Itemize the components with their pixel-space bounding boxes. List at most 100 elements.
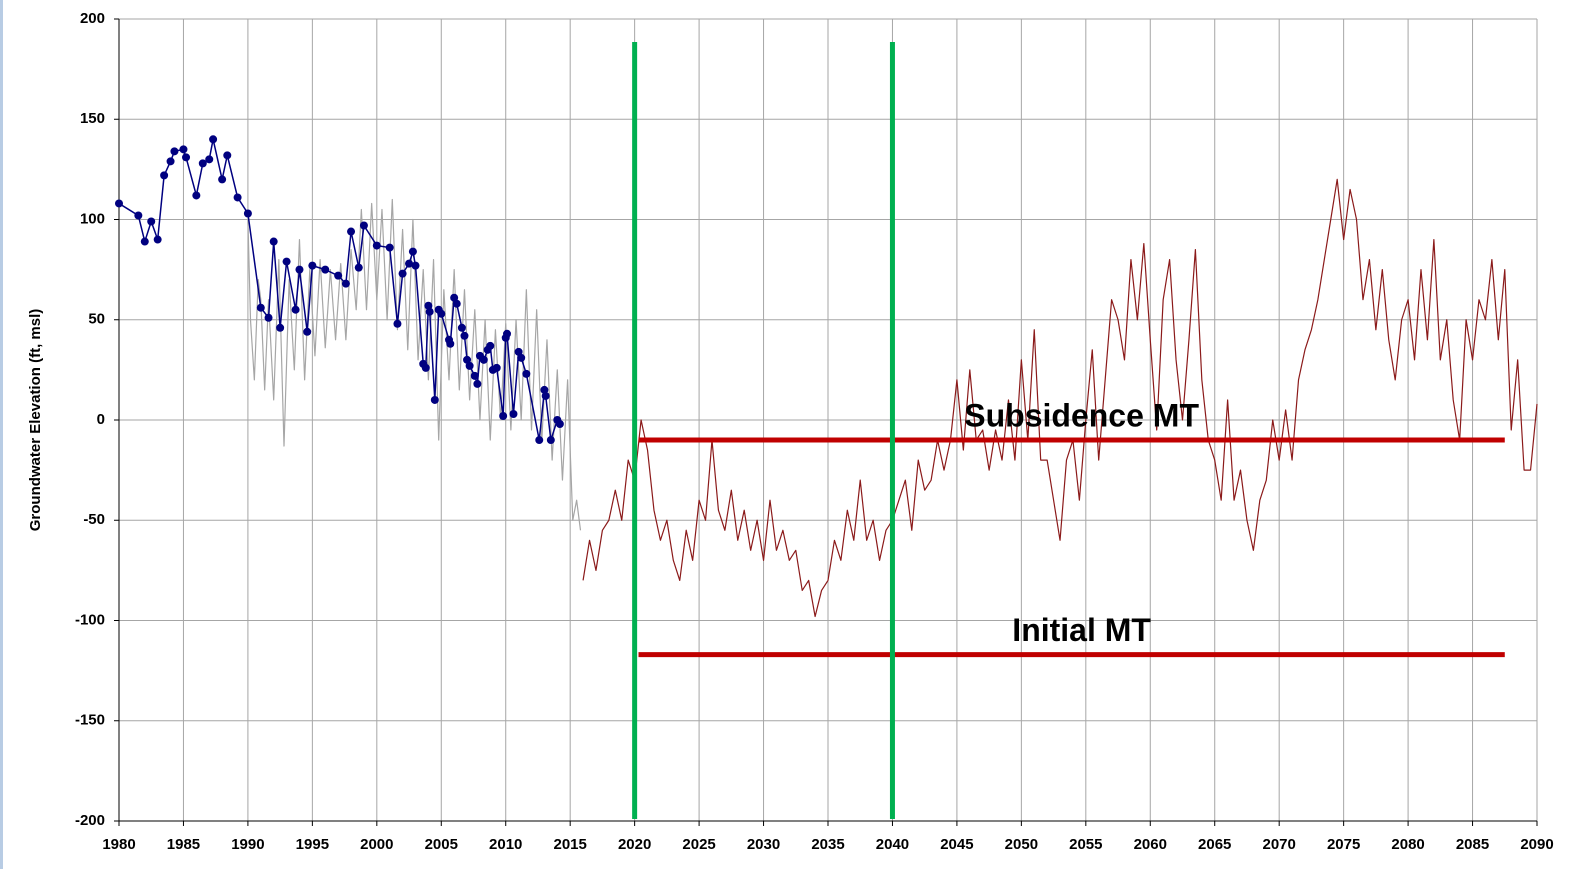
- y-tick-label: 150: [80, 110, 105, 127]
- data-point: [303, 327, 312, 336]
- data-point: [153, 235, 162, 244]
- data-point: [503, 329, 512, 338]
- data-point: [555, 420, 564, 429]
- x-tick-label: 2060: [1134, 836, 1167, 853]
- left-edge: [0, 0, 3, 869]
- data-point: [522, 369, 531, 378]
- data-point: [437, 309, 446, 318]
- data-point: [408, 247, 417, 256]
- y-tick-label: -100: [75, 611, 105, 628]
- x-tick-label: 2075: [1327, 836, 1360, 853]
- data-point: [354, 263, 363, 272]
- data-point: [115, 199, 123, 208]
- data-point: [492, 363, 501, 372]
- data-point: [393, 319, 402, 328]
- x-tick-label: 2055: [1069, 836, 1102, 853]
- data-point: [182, 153, 191, 162]
- data-point: [243, 209, 252, 218]
- y-tick-label: 50: [88, 311, 105, 328]
- annotation: Subsidence MT: [964, 398, 1199, 434]
- data-point: [134, 211, 143, 220]
- x-tick-label: 2050: [1005, 836, 1038, 853]
- data-point: [465, 361, 474, 370]
- x-tick-label: 2085: [1456, 836, 1489, 853]
- data-point: [424, 301, 433, 310]
- data-point: [470, 371, 479, 380]
- data-point: [334, 271, 343, 280]
- x-tick-label: 2035: [811, 836, 844, 853]
- x-tick-label: 1980: [102, 836, 135, 853]
- x-tick-label: 1995: [296, 836, 329, 853]
- data-point: [450, 293, 459, 302]
- data-point: [460, 331, 469, 340]
- data-point: [347, 227, 356, 236]
- data-point: [517, 353, 526, 362]
- data-point: [446, 339, 455, 348]
- data-point: [192, 191, 201, 200]
- data-point: [256, 303, 265, 312]
- data-point: [509, 409, 518, 418]
- data-point: [140, 237, 149, 246]
- data-point: [282, 257, 291, 266]
- data-point: [160, 171, 169, 180]
- data-point: [308, 261, 317, 270]
- data-point: [430, 395, 439, 404]
- x-tick-label: 2065: [1198, 836, 1231, 853]
- x-tick-label: 1990: [231, 836, 264, 853]
- data-point: [398, 269, 407, 278]
- data-point: [291, 305, 300, 314]
- series-line: [582, 178, 1538, 618]
- data-point: [385, 243, 394, 252]
- data-point: [198, 159, 207, 168]
- data-point: [499, 411, 508, 420]
- data-point: [514, 347, 523, 356]
- data-point: [276, 323, 285, 332]
- data-point: [166, 157, 175, 166]
- x-tick-label: 2045: [940, 836, 973, 853]
- data-point: [546, 436, 555, 445]
- data-point: [218, 175, 227, 184]
- data-point: [425, 307, 434, 316]
- x-tick-label: 2080: [1391, 836, 1424, 853]
- data-point: [541, 391, 550, 400]
- series-line: [118, 138, 561, 441]
- data-point: [233, 193, 242, 202]
- data-point: [479, 355, 488, 364]
- data-point: [452, 299, 461, 308]
- data-point: [421, 363, 430, 372]
- data-point: [223, 151, 232, 160]
- data-point: [457, 323, 466, 332]
- data-point: [147, 217, 156, 226]
- x-tick-label: 2000: [360, 836, 393, 853]
- data-point: [405, 259, 414, 268]
- y-tick-label: 200: [80, 10, 105, 27]
- data-point: [264, 313, 273, 322]
- data-point: [209, 135, 218, 144]
- data-point: [411, 261, 420, 270]
- data-point: [269, 237, 278, 246]
- x-tick-label: 2010: [489, 836, 522, 853]
- y-tick-label: -150: [75, 712, 105, 729]
- x-tick-label: 2090: [1520, 836, 1553, 853]
- y-tick-label: 100: [80, 210, 105, 227]
- data-point: [463, 355, 472, 364]
- x-tick-label: 2025: [682, 836, 715, 853]
- data-point: [341, 279, 350, 288]
- data-point: [473, 379, 482, 388]
- annotation: Initial MT: [1012, 612, 1151, 648]
- y-tick-label: 0: [97, 411, 105, 428]
- x-tick-label: 2015: [553, 836, 586, 853]
- y-axis-label: Groundwater Elevation (ft, msl): [27, 309, 44, 532]
- y-tick-label: -50: [83, 511, 105, 528]
- y-tick-label: -200: [75, 812, 105, 829]
- x-tick-label: 2040: [876, 836, 909, 853]
- data-point: [372, 241, 381, 250]
- x-tick-label: 2020: [618, 836, 651, 853]
- data-point: [486, 341, 495, 350]
- data-point: [205, 155, 214, 164]
- x-tick-label: 2005: [425, 836, 458, 853]
- data-point: [540, 385, 549, 394]
- x-tick-label: 2070: [1262, 836, 1295, 853]
- x-tick-label: 1985: [167, 836, 200, 853]
